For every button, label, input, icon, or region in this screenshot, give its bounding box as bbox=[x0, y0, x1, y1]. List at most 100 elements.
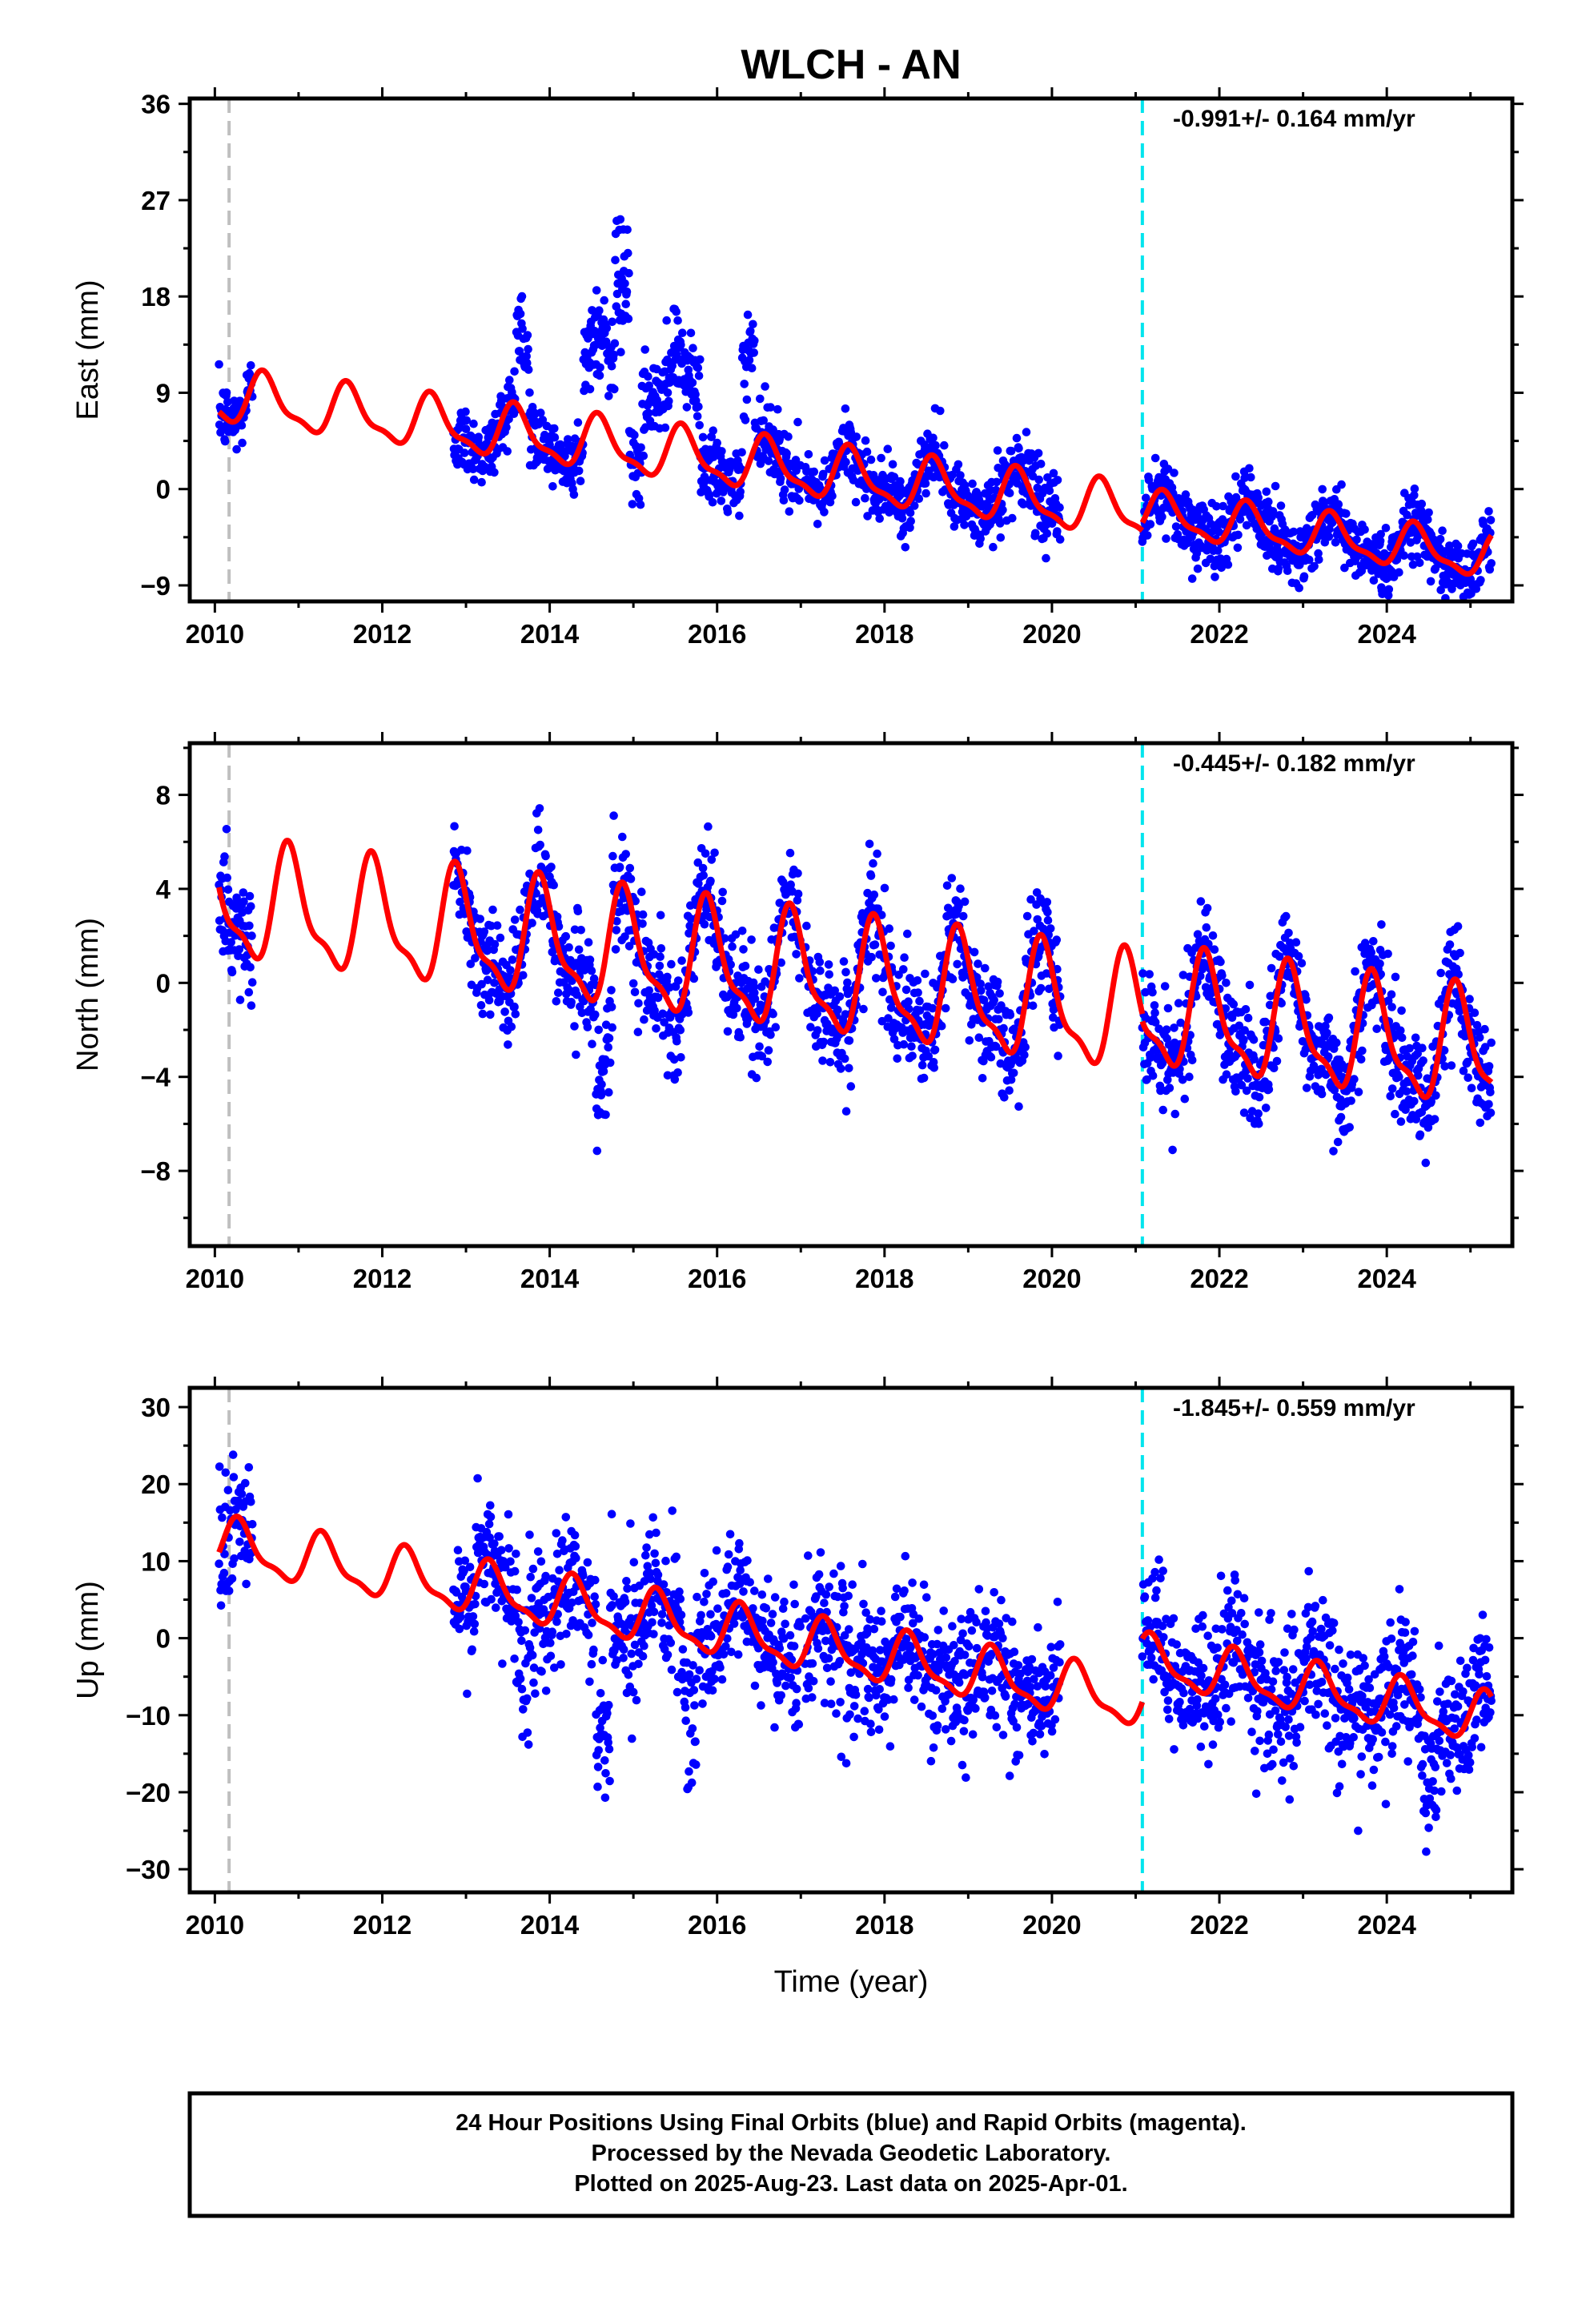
data-point bbox=[632, 1695, 641, 1705]
data-point bbox=[695, 420, 704, 430]
data-point bbox=[456, 897, 464, 907]
data-point bbox=[655, 961, 665, 971]
data-point bbox=[554, 922, 564, 931]
data-point bbox=[556, 1660, 565, 1669]
data-point bbox=[716, 1663, 725, 1672]
data-point bbox=[816, 1548, 825, 1557]
data-point bbox=[915, 1006, 925, 1015]
data-point bbox=[456, 1613, 465, 1622]
data-point bbox=[1000, 1093, 1009, 1102]
data-point bbox=[612, 917, 621, 926]
data-point bbox=[490, 468, 499, 477]
data-point bbox=[690, 1701, 699, 1710]
data-point bbox=[1265, 545, 1275, 553]
data-point bbox=[886, 1675, 896, 1684]
data-point bbox=[846, 1668, 856, 1677]
data-point bbox=[1396, 1026, 1405, 1035]
data-point bbox=[675, 1587, 684, 1596]
data-point bbox=[604, 1744, 614, 1754]
data-point bbox=[888, 460, 897, 469]
data-point bbox=[1424, 508, 1433, 517]
x-tick-label: 2024 bbox=[1357, 1264, 1416, 1293]
data-point bbox=[1218, 971, 1227, 980]
data-point bbox=[1447, 1061, 1456, 1070]
north-panel: 2010 2012 2014 2016 2018 2020 2022 2024−8−4048N… bbox=[71, 732, 1524, 1293]
data-point bbox=[605, 1058, 615, 1068]
data-point bbox=[704, 822, 713, 831]
data-point bbox=[244, 987, 254, 997]
model-fit-curve bbox=[216, 838, 1146, 1067]
data-point bbox=[624, 268, 633, 278]
data-point bbox=[1265, 1000, 1275, 1010]
data-point bbox=[596, 363, 604, 372]
data-point bbox=[1383, 591, 1393, 600]
y-tick-label: 18 bbox=[141, 282, 171, 312]
data-point bbox=[668, 1506, 677, 1515]
data-point bbox=[529, 1663, 539, 1672]
data-point bbox=[630, 987, 640, 997]
data-point bbox=[700, 1569, 709, 1578]
data-point bbox=[504, 415, 513, 424]
data-point bbox=[725, 1530, 735, 1539]
data-point bbox=[1237, 1080, 1247, 1090]
data-point bbox=[1467, 1084, 1476, 1092]
data-point bbox=[477, 979, 486, 989]
data-point bbox=[1375, 537, 1385, 545]
data-point bbox=[1158, 1105, 1167, 1115]
data-point bbox=[1385, 1054, 1394, 1063]
data-point bbox=[653, 1570, 663, 1579]
data-point bbox=[866, 871, 876, 880]
data-point bbox=[624, 1671, 633, 1679]
data-point bbox=[770, 1723, 779, 1732]
data-point bbox=[1216, 957, 1225, 967]
data-point bbox=[1397, 1033, 1407, 1043]
data-point bbox=[673, 1687, 682, 1697]
data-point bbox=[723, 1562, 733, 1571]
data-point bbox=[897, 514, 907, 523]
data-point bbox=[522, 352, 531, 361]
velocity-label: -0.991+/- 0.164 mm/yr bbox=[1173, 106, 1415, 132]
data-point bbox=[996, 533, 1006, 542]
data-point bbox=[700, 1598, 709, 1606]
data-point bbox=[1005, 1086, 1014, 1095]
data-point bbox=[785, 1630, 795, 1640]
data-point bbox=[1242, 521, 1251, 530]
data-point bbox=[663, 1071, 673, 1080]
data-point bbox=[1053, 476, 1062, 485]
data-point bbox=[1221, 1004, 1231, 1013]
data-point bbox=[555, 1566, 564, 1574]
data-point bbox=[706, 1632, 716, 1641]
data-point bbox=[218, 1513, 227, 1522]
data-point bbox=[1476, 576, 1485, 585]
data-point bbox=[238, 438, 247, 448]
data-point bbox=[773, 404, 782, 414]
data-point bbox=[678, 1645, 688, 1654]
y-tick-label: −9 bbox=[140, 571, 171, 601]
data-point bbox=[1185, 1072, 1194, 1081]
data-point bbox=[1150, 1018, 1160, 1027]
data-point bbox=[780, 1597, 789, 1606]
data-point bbox=[697, 1610, 705, 1620]
data-point bbox=[757, 1590, 767, 1599]
data-point bbox=[1207, 519, 1215, 529]
data-point bbox=[736, 487, 745, 497]
data-point bbox=[937, 1021, 946, 1031]
data-point bbox=[528, 919, 536, 927]
data-point bbox=[546, 1638, 555, 1647]
data-point bbox=[1181, 490, 1191, 499]
data-point bbox=[833, 1005, 842, 1015]
model-fit-curve bbox=[217, 367, 1145, 533]
data-point bbox=[541, 851, 550, 861]
data-point bbox=[908, 1051, 917, 1060]
data-point bbox=[1415, 558, 1424, 568]
data-point bbox=[604, 1034, 614, 1043]
data-point bbox=[764, 1046, 773, 1055]
data-point bbox=[875, 1685, 884, 1694]
data-point bbox=[502, 423, 511, 432]
data-point bbox=[1405, 1043, 1414, 1053]
data-point bbox=[793, 417, 802, 427]
data-point bbox=[754, 1643, 763, 1653]
data-point bbox=[630, 1640, 640, 1650]
data-point bbox=[713, 438, 721, 448]
data-point bbox=[1372, 1024, 1381, 1033]
